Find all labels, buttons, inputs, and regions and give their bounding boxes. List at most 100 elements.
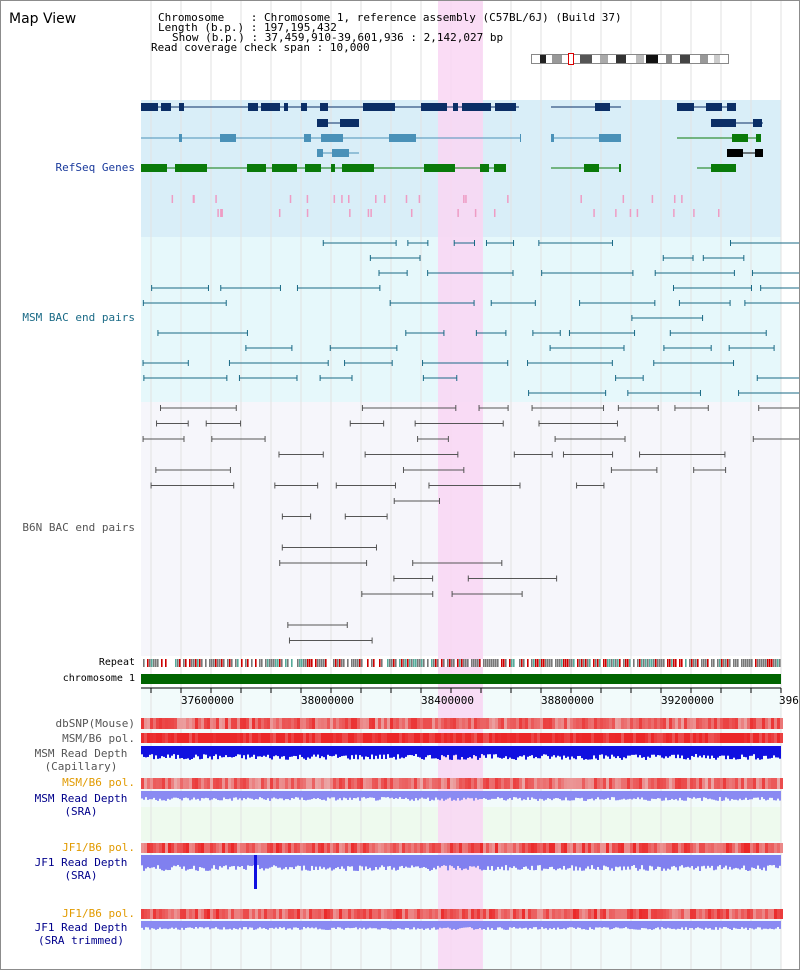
gene-exon-feature[interactable] (248, 103, 258, 111)
depth-bar (203, 791, 205, 799)
polymorphism-cell (597, 778, 600, 789)
gene-exon-feature[interactable] (321, 134, 343, 142)
gene-exon-feature[interactable] (494, 164, 506, 172)
jf1-b6-pol-label-2[interactable]: JF1/B6 pol. (62, 907, 135, 920)
gene-exon-feature[interactable] (332, 149, 349, 157)
read-depth-tracks[interactable] (141, 746, 781, 930)
dbsnp-label[interactable]: dbSNP(Mouse) (55, 717, 135, 730)
msm-read-depth-sra-label[interactable]: MSM Read Depth (SRA) (34, 792, 128, 818)
gene-exon-feature[interactable] (711, 119, 736, 127)
gene-exon-feature[interactable] (480, 164, 489, 172)
gene-exon-feature[interactable] (706, 103, 722, 111)
depth-bar (183, 791, 185, 798)
depth-bar (495, 855, 497, 870)
jf1-b6-pol-label[interactable]: JF1/B6 pol. (62, 841, 135, 854)
jf1-read-depth-trimmed-label[interactable]: JF1 Read Depth (SRA trimmed) (34, 921, 128, 947)
chromosome-ideogram[interactable] (531, 53, 729, 65)
depth-bar (675, 921, 677, 930)
polymorphism-cell (165, 909, 168, 919)
gene-exon-feature[interactable] (305, 164, 321, 172)
gene-exon-feature[interactable] (320, 103, 328, 111)
gene-exon-feature[interactable] (756, 134, 761, 142)
polymorphism-cell (345, 843, 348, 853)
repeat-mark (287, 659, 289, 667)
gene-exon-feature[interactable] (363, 103, 395, 111)
msm-b6-pol-label-2[interactable]: MSM/B6 pol. (62, 776, 135, 789)
gene-exon-feature[interactable] (272, 164, 297, 172)
b6n-bac-label[interactable]: B6N BAC end pairs (22, 521, 135, 534)
repeat-mark (473, 659, 475, 667)
gene-exon-feature[interactable] (247, 164, 266, 172)
gene-exon-feature[interactable] (595, 103, 610, 111)
refseq-genes-label[interactable]: RefSeq Genes (55, 161, 135, 174)
gene-exon-feature[interactable] (677, 103, 694, 111)
depth-bar (473, 855, 475, 867)
gene-exon-feature[interactable] (727, 103, 736, 111)
polymorphism-cell (324, 909, 327, 919)
repeat-mark (187, 659, 189, 667)
gene-exon-feature[interactable] (161, 103, 171, 111)
msm-b6-pol-label[interactable]: MSM/B6 pol. (62, 732, 135, 745)
chromosome-bar[interactable] (141, 674, 781, 684)
gene-exon-feature[interactable] (755, 149, 763, 157)
gene-exon-feature[interactable] (727, 149, 743, 157)
gene-exon-feature[interactable] (179, 103, 184, 111)
depth-bar (177, 921, 179, 930)
gene-exon-feature[interactable] (711, 164, 736, 172)
repeat-track[interactable] (143, 659, 781, 667)
polymorphism-tracks[interactable] (141, 718, 783, 919)
polymorphism-cell (369, 733, 372, 743)
gene-exon-feature[interactable] (495, 103, 516, 111)
msm-bac-label[interactable]: MSM BAC end pairs (22, 311, 135, 324)
depth-bar (615, 921, 617, 928)
gene-exon-feature[interactable] (421, 103, 447, 111)
snp-mark (405, 195, 408, 203)
repeat-mark (707, 659, 709, 667)
polymorphism-cell (237, 778, 240, 789)
gene-exon-feature[interactable] (753, 119, 762, 127)
gene-exon-feature[interactable] (520, 134, 521, 142)
gene-exon-feature[interactable] (317, 119, 328, 127)
gene-exon-feature[interactable] (261, 103, 280, 111)
depth-bar (387, 855, 389, 867)
depth-bar (753, 746, 755, 755)
gene-exon-feature[interactable] (389, 134, 416, 142)
msm-read-depth-capillary-label[interactable]: MSM Read Depth (Capillary) (34, 747, 128, 773)
gene-exon-feature[interactable] (141, 164, 167, 172)
gene-exon-feature[interactable] (340, 119, 359, 127)
gene-exon-feature[interactable] (453, 103, 458, 111)
polymorphism-cell (336, 778, 339, 789)
depth-bar (317, 855, 319, 870)
gene-exon-feature[interactable] (317, 149, 323, 157)
gene-exon-feature[interactable] (342, 164, 374, 172)
gene-exon-feature[interactable] (301, 103, 307, 111)
gene-exon-feature[interactable] (551, 134, 554, 142)
gene-exon-feature[interactable] (141, 103, 158, 111)
depth-bar (675, 791, 677, 800)
gene-exon-feature[interactable] (619, 164, 621, 172)
gene-exon-feature[interactable] (424, 164, 455, 172)
gene-exon-feature[interactable] (179, 134, 182, 142)
gene-exon-feature[interactable] (462, 103, 491, 111)
gene-exon-feature[interactable] (304, 134, 311, 142)
depth-bar (643, 921, 645, 929)
gene-exon-feature[interactable] (284, 103, 288, 111)
jf1-read-depth-sra-label[interactable]: JF1 Read Depth (SRA) (34, 856, 128, 882)
gene-exon-feature[interactable] (175, 164, 207, 172)
gene-exon-feature[interactable] (732, 134, 748, 142)
gene-exon-feature[interactable] (584, 164, 599, 172)
msm-bac-track[interactable] (142, 240, 799, 396)
gene-exon-feature[interactable] (599, 134, 621, 142)
depth-bar (395, 791, 397, 799)
depth-bar (619, 855, 621, 867)
depth-bar (591, 746, 593, 760)
polymorphism-cell (255, 778, 258, 789)
polymorphism-cell (528, 718, 531, 729)
b6n-bac-track[interactable] (142, 405, 799, 644)
repeat-mark (723, 659, 725, 667)
gene-exon-feature[interactable] (331, 164, 335, 172)
depth-bar (419, 921, 421, 929)
depth-bar (511, 921, 513, 928)
refseq-genes-track[interactable] (141, 103, 763, 217)
gene-exon-feature[interactable] (220, 134, 236, 142)
